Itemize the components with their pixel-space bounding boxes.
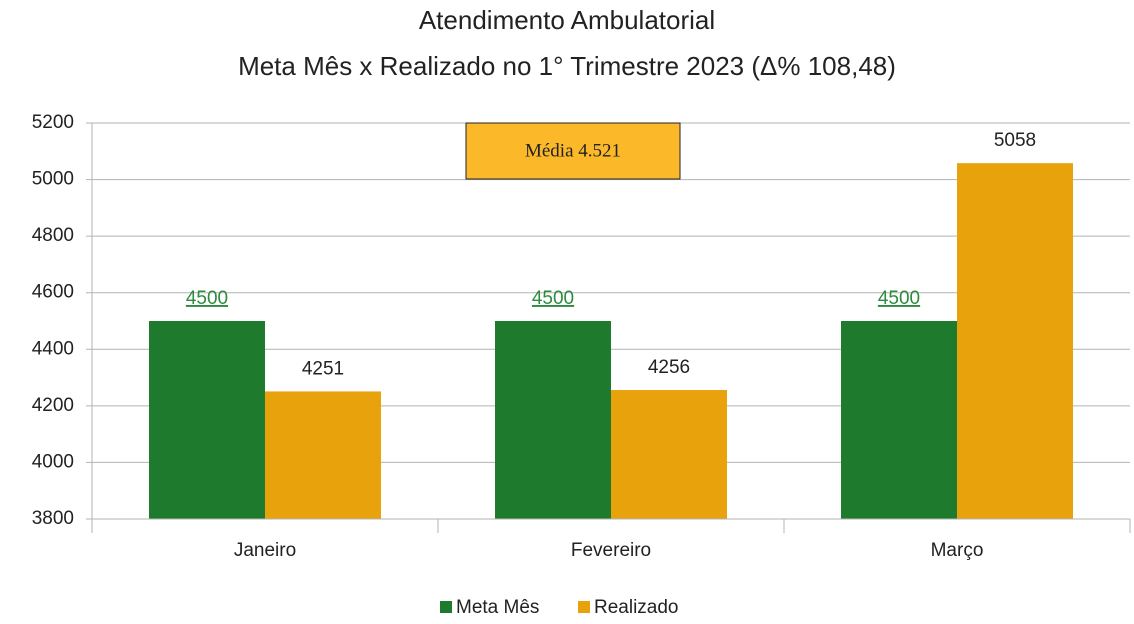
- x-tick-label: Janeiro: [234, 540, 296, 561]
- data-label: 4251: [302, 358, 344, 379]
- chart-title: Atendimento Ambulatorial: [419, 5, 715, 35]
- y-tick-label: 4400: [32, 338, 74, 359]
- data-label: 4500: [532, 288, 574, 309]
- bar: [957, 163, 1073, 519]
- bar: [611, 390, 727, 519]
- annotation: Média 4.521: [525, 140, 621, 161]
- bar: [495, 321, 611, 519]
- y-tick-label: 5200: [32, 112, 74, 133]
- y-tick-label: 5000: [32, 169, 74, 190]
- y-tick-label: 4800: [32, 225, 74, 246]
- legend-label: Meta Mês: [456, 597, 539, 618]
- legend-label: Realizado: [594, 597, 679, 618]
- annotation-box: [465, 122, 681, 180]
- data-label: 4500: [186, 288, 228, 309]
- bar: [841, 321, 957, 519]
- x-tick-label: Março: [931, 540, 984, 561]
- legend-swatch: [578, 601, 590, 613]
- y-tick-label: 3800: [32, 508, 74, 529]
- y-tick-label: 4200: [32, 395, 74, 416]
- y-tick-label: 4000: [32, 451, 74, 472]
- data-label: 4500: [878, 288, 920, 309]
- y-tick-label: 4600: [32, 282, 74, 303]
- data-label: 5058: [994, 130, 1036, 151]
- data-label: 4256: [648, 357, 690, 378]
- x-tick-label: Fevereiro: [571, 540, 651, 561]
- bar: [265, 391, 381, 519]
- chart-subtitle: Meta Mês x Realizado no 1° Trimestre 202…: [238, 51, 896, 81]
- bar: [149, 321, 265, 519]
- legend-swatch: [440, 601, 452, 613]
